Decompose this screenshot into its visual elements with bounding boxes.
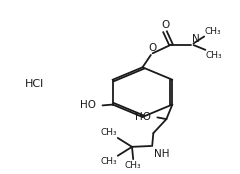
Text: NH: NH bbox=[154, 149, 169, 159]
Text: CH₃: CH₃ bbox=[101, 157, 117, 166]
Text: CH₃: CH₃ bbox=[101, 128, 117, 137]
Text: HO: HO bbox=[135, 112, 151, 122]
Text: HCl: HCl bbox=[25, 79, 44, 89]
Text: CH₃: CH₃ bbox=[206, 50, 222, 60]
Text: N: N bbox=[192, 34, 200, 44]
Text: O: O bbox=[161, 20, 169, 30]
Text: CH₃: CH₃ bbox=[125, 161, 142, 169]
Text: CH₃: CH₃ bbox=[205, 27, 221, 36]
Text: HO: HO bbox=[80, 100, 96, 110]
Text: O: O bbox=[148, 43, 156, 53]
